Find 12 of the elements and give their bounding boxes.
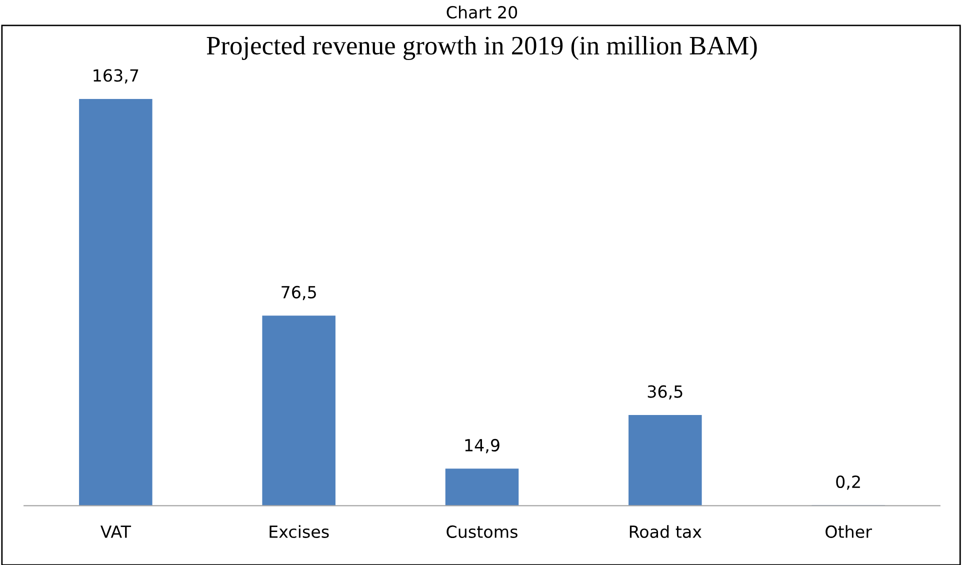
data-label: 0,2 (836, 475, 860, 490)
data-label: 36,5 (648, 385, 682, 400)
x-tick-label: VAT (100, 526, 132, 538)
x-tick-label: Road tax (630, 525, 702, 538)
data-label: 163,7 (94, 69, 138, 84)
x-tick-label: Customs (446, 525, 518, 538)
chart-subtitle: Projected revenue growth in 2019 (in million BAM) (206, 36, 757, 60)
chart-title: Chart 20 (446, 6, 518, 19)
data-label: 14,9 (465, 438, 500, 454)
x-tick-label: Excises (270, 525, 329, 538)
data-label: 76,5 (282, 286, 316, 300)
x-tick-label: Other (826, 525, 872, 538)
